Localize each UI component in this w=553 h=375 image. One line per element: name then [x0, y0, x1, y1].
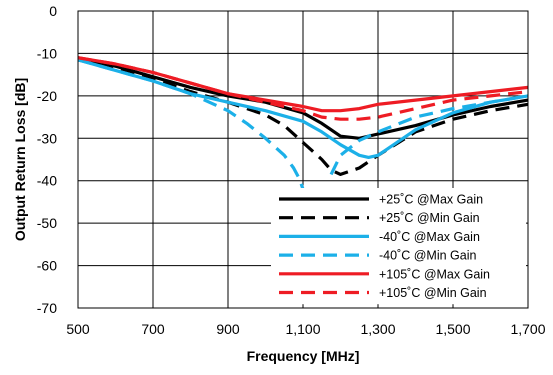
- legend-label: +25˚C @Min Gain: [379, 211, 480, 225]
- x-tick-label: 900: [216, 321, 240, 337]
- y-tick-label: -70: [37, 300, 57, 316]
- x-tick-label: 500: [66, 321, 90, 337]
- y-tick-label: -30: [37, 130, 57, 146]
- x-tick-label: 1,500: [435, 321, 470, 337]
- y-tick-label: -40: [37, 173, 57, 189]
- y-tick-label: -50: [37, 215, 57, 231]
- legend: +25˚C @Max Gain +25˚C @Min Gain -40˚C @Max…: [271, 188, 526, 305]
- series-line-4: [77, 58, 305, 190]
- series-line-4-segment: [329, 94, 529, 176]
- x-axis-title: Frequency [MHz]: [247, 348, 360, 364]
- series-lines: [77, 56, 529, 190]
- plot-area-frame: [77, 10, 529, 309]
- y-tick-label: -20: [37, 88, 57, 104]
- y-axis-title: Output Return Loss [dB]: [12, 78, 28, 241]
- x-tick-labels: 500 700 900 1,100 1,300 1,500 1,700: [66, 321, 545, 337]
- legend-label: +25˚C @Max Gain: [379, 193, 483, 207]
- legend-label: -40˚C @Max Gain: [379, 230, 480, 244]
- x-tick-label: 700: [141, 321, 165, 337]
- legend-label: -40˚C @Min Gain: [379, 249, 476, 263]
- series-line-2: [77, 58, 529, 176]
- x-tick-label: 1,100: [285, 321, 320, 337]
- x-tick-label: 1,300: [360, 321, 395, 337]
- y-tick-labels: 0 -10 -20 -30 -40 -50 -60 -70: [37, 3, 57, 316]
- legend-label: +105˚C @Max Gain: [379, 267, 490, 281]
- legend-label: +105˚C @Min Gain: [379, 286, 487, 300]
- y-tick-label: -10: [37, 45, 57, 61]
- x-tick-label: 1,700: [510, 321, 545, 337]
- legend-box: [271, 188, 526, 305]
- y-tick-label: -60: [37, 258, 57, 274]
- y-tick-label: 0: [49, 3, 57, 19]
- series-line-6: [77, 56, 529, 121]
